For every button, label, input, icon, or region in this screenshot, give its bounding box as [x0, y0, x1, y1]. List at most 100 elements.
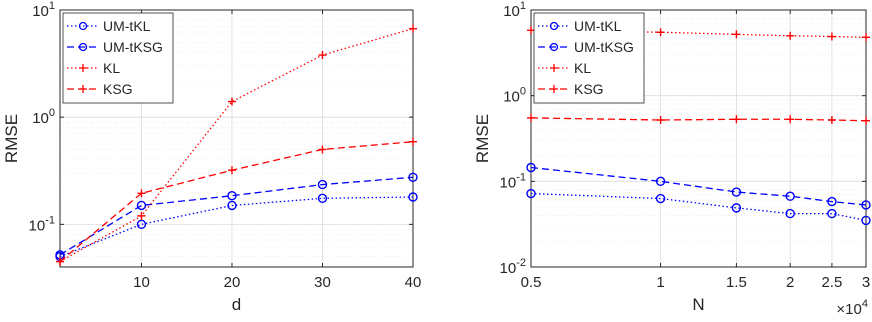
series-line [59, 28, 414, 263]
data-point [317, 179, 328, 190]
data-point [862, 33, 870, 42]
legend-box [62, 12, 174, 104]
legend-label: UM-tKSG [103, 39, 163, 55]
x-tick-label: 1 [656, 274, 664, 291]
data-point [827, 196, 837, 207]
legend-marker [549, 42, 559, 52]
series-line [530, 192, 867, 222]
legend-marker [550, 85, 558, 93]
y-tick-label: 10-1 [500, 171, 526, 191]
x-tick-label: 2.5 [821, 274, 842, 291]
data-point [408, 172, 418, 182]
data-point [227, 97, 236, 106]
series-um-tksg [55, 172, 418, 260]
x-tick-label: 3 [862, 274, 870, 291]
y-tick-label: 10-2 [500, 257, 526, 277]
data-point [655, 193, 666, 204]
legend: UM-tKL UM-tKSG KL KSG [533, 12, 645, 104]
data-point [227, 200, 237, 211]
data-point [731, 203, 742, 213]
data-point [137, 189, 146, 198]
data-point [731, 187, 742, 197]
chart-panel-1: 10 20 30 40 10-1 100 101 d RMSE UM-tKL UM-tKSG KL KS… [2, 0, 421, 314]
legend-label: UM-tKL [103, 18, 151, 34]
data-point [526, 162, 536, 173]
x-tick-label: 30 [314, 274, 331, 291]
data-point [785, 208, 795, 219]
data-point [732, 115, 741, 124]
legend-marker [550, 64, 558, 72]
y-tick-label: 100 [503, 86, 526, 106]
data-point [136, 219, 147, 230]
legend-marker [549, 21, 559, 31]
data-point [227, 191, 237, 201]
y-tick-label: 101 [32, 0, 55, 20]
legend-label: UM-tKSG [574, 39, 634, 55]
x-multiplier-label: ×104 [836, 298, 868, 318]
x-tick-label: 1.5 [726, 274, 747, 291]
plot-frame [530, 9, 867, 268]
legend-label: KSG [103, 81, 133, 97]
data-point [655, 176, 666, 187]
y-tick-label: 10-1 [29, 214, 55, 234]
series-kl [56, 24, 417, 266]
data-point [861, 215, 871, 226]
x-tick-label: 10 [133, 274, 150, 291]
x-tick-label: 20 [224, 274, 241, 291]
data-point [408, 192, 418, 202]
series-um-tkl [526, 188, 871, 226]
series-line [59, 196, 414, 258]
data-point [786, 31, 795, 40]
chart-panel-2: 0.5 1 1.5 2 2.5 3 10-2 10-1 100 101 N RMSE ×104 UM-tK… [473, 0, 871, 318]
x-tick-label: 0.5 [521, 274, 542, 291]
data-point [318, 51, 327, 60]
y-tick-label: 101 [503, 0, 526, 20]
series-line [530, 117, 867, 122]
y-axis-label: RMSE [2, 114, 21, 163]
data-point [785, 191, 795, 201]
data-point [409, 137, 417, 146]
legend-label: UM-tKL [574, 18, 622, 34]
data-point [827, 208, 837, 219]
legend-marker [78, 42, 88, 52]
data-point [656, 28, 665, 37]
y-axis-label: RMSE [473, 114, 492, 163]
data-point [732, 30, 741, 39]
data-point [786, 115, 795, 124]
legend-marker [79, 64, 87, 72]
legend-box [533, 12, 645, 104]
series-ksg [56, 137, 417, 266]
data-point [227, 166, 236, 175]
x-tick-label: 2 [786, 274, 794, 291]
data-point [136, 200, 147, 211]
legend-label: KL [574, 60, 591, 76]
data-point [827, 115, 836, 124]
series-um-tksg [526, 162, 871, 210]
legend: UM-tKL UM-tKSG KL KSG [62, 12, 174, 104]
x-tick-label: 40 [405, 274, 422, 291]
legend-marker [78, 21, 88, 31]
series-line [59, 176, 414, 256]
x-axis-label: d [232, 295, 241, 314]
grid [531, 10, 866, 267]
series-line [530, 166, 867, 206]
data-point [862, 116, 870, 125]
data-point [527, 113, 535, 122]
data-point [318, 145, 327, 154]
x-axis-label: N [692, 295, 704, 314]
series-um-tkl [55, 192, 418, 262]
data-point [56, 257, 64, 266]
legend-label: KSG [574, 81, 604, 97]
data-point [656, 115, 665, 124]
legend-marker [79, 85, 87, 93]
legend-label: KL [103, 60, 120, 76]
data-point [827, 32, 836, 41]
y-tick-label: 100 [32, 107, 55, 127]
data-point [409, 24, 417, 33]
data-point [317, 193, 328, 204]
series-ksg [527, 113, 870, 125]
data-point [526, 188, 536, 199]
data-point [861, 200, 871, 210]
data-point [137, 211, 146, 220]
